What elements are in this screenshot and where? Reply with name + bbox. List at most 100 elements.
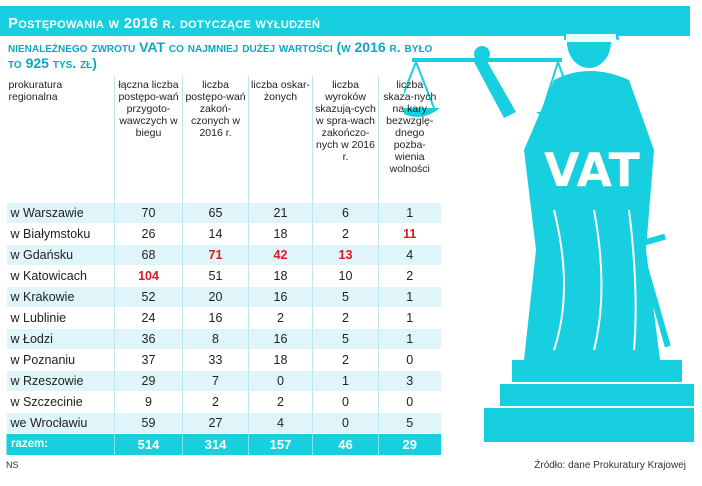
value-cell: 18 — [248, 222, 313, 244]
table-row: we Wrocławiu 59 27 4 0 5 — [6, 411, 441, 433]
value-cell: 36 — [114, 327, 183, 349]
total-value: 514 — [114, 432, 183, 455]
value-cell: 13 — [312, 243, 379, 265]
statue-hair — [564, 7, 619, 41]
statue-blindfold — [566, 34, 616, 42]
statue-body — [524, 71, 660, 360]
value-cell: 0 — [378, 390, 441, 412]
value-cell: 2 — [248, 306, 313, 328]
data-table: prokuratura regionalna łączna liczba pos… — [6, 76, 441, 455]
value-cell: 3 — [378, 369, 441, 391]
value-cell: 4 — [378, 243, 441, 265]
table-row: w Krakowie 52 20 16 5 1 — [6, 285, 441, 307]
value-cell: 26 — [114, 222, 183, 244]
value-cell: 0 — [312, 390, 379, 412]
table-row: w Warszawie 70 65 21 6 1 — [6, 201, 441, 223]
total-label: razem: — [6, 432, 115, 455]
value-cell: 2 — [378, 264, 441, 286]
page-title: Postępowania w 2016 r. dotyczące wyłudze… — [8, 15, 321, 32]
value-cell: 1 — [378, 306, 441, 328]
total-value: 314 — [182, 432, 249, 455]
value-cell: 2 — [312, 222, 379, 244]
total-value: 29 — [378, 432, 441, 455]
justice-statue-illustration: VAT — [404, 7, 694, 442]
region-cell: w Katowicach — [6, 264, 115, 286]
region-cell: we Wrocławiu — [6, 411, 115, 433]
region-cell: w Szczecinie — [6, 390, 115, 412]
value-cell: 11 — [378, 222, 441, 244]
value-cell: 6 — [312, 201, 379, 223]
value-cell: 68 — [114, 243, 183, 265]
value-cell: 29 — [114, 369, 183, 391]
table-row: w Białymstoku 26 14 18 2 11 — [6, 222, 441, 244]
value-cell: 33 — [182, 348, 249, 370]
value-cell: 16 — [182, 306, 249, 328]
value-cell: 27 — [182, 411, 249, 433]
value-cell: 1 — [378, 285, 441, 307]
statue-fold-2 — [593, 209, 603, 351]
value-cell: 16 — [248, 285, 313, 307]
value-cell: 0 — [378, 348, 441, 370]
statue-arm — [474, 56, 516, 118]
value-cell: 14 — [182, 222, 249, 244]
value-cell: 2 — [248, 390, 313, 412]
value-cell: 18 — [248, 348, 313, 370]
value-cell: 5 — [312, 327, 379, 349]
region-cell: w Poznaniu — [6, 348, 115, 370]
value-cell: 18 — [248, 264, 313, 286]
column-header: liczba wyroków skazują-cych w spra-wach … — [312, 76, 379, 202]
value-cell: 104 — [114, 264, 183, 286]
scale-beam — [412, 58, 562, 62]
region-cell: w Łodzi — [6, 327, 115, 349]
value-cell: 1 — [378, 327, 441, 349]
value-cell: 65 — [182, 201, 249, 223]
pedestal-top — [512, 360, 682, 382]
value-cell: 5 — [312, 285, 379, 307]
column-header: łączna liczba postępo-wań przygoto-wawcz… — [114, 76, 183, 202]
value-cell: 20 — [182, 285, 249, 307]
column-header: liczba skaza-nych na kary bezwzglę-dnego… — [378, 76, 441, 202]
table-row: w Łodzi 36 8 16 5 1 — [6, 327, 441, 349]
region-cell: w Rzeszowie — [6, 369, 115, 391]
total-row: razem: 514 314 157 46 29 — [6, 432, 441, 455]
value-cell: 1 — [312, 369, 379, 391]
column-header: liczba postępo-wań zakoń-czonych w 2016 … — [182, 76, 249, 202]
region-cell: w Białymstoku — [6, 222, 115, 244]
value-cell: 0 — [312, 411, 379, 433]
value-cell: 8 — [182, 327, 249, 349]
value-cell: 21 — [248, 201, 313, 223]
value-cell: 1 — [378, 201, 441, 223]
region-cell: w Krakowie — [6, 285, 115, 307]
region-cell: w Lublinie — [6, 306, 115, 328]
value-cell: 51 — [182, 264, 249, 286]
page-subtitle: nienależnego zwrotu VAT co najmniej duże… — [8, 39, 433, 71]
column-header: prokuratura regionalna — [8, 79, 63, 103]
table-row: w Katowicach 104 51 18 10 2 — [6, 264, 441, 286]
value-cell: 37 — [114, 348, 183, 370]
statue-fold-3 — [628, 209, 637, 351]
value-cell: 5 — [378, 411, 441, 433]
value-cell: 0 — [248, 369, 313, 391]
value-cell: 2 — [312, 306, 379, 328]
table-row: w Lublinie 24 16 2 2 1 — [6, 306, 441, 328]
table-row: w Szczecinie 9 2 2 0 0 — [6, 390, 441, 412]
table-row: w Poznaniu 37 33 18 2 0 — [6, 348, 441, 370]
value-cell: 7 — [182, 369, 249, 391]
footer-credit: NS — [6, 460, 19, 470]
total-value: 46 — [312, 432, 379, 455]
value-cell: 2 — [312, 348, 379, 370]
title-bar-tab — [676, 6, 690, 36]
table-row: w Rzeszowie 29 7 0 1 3 — [6, 369, 441, 391]
region-cell: w Warszawie — [6, 201, 115, 223]
value-cell: 59 — [114, 411, 183, 433]
pedestal-base — [484, 408, 694, 442]
footer-source: Źródło: dane Prokuratury Krajowej — [534, 460, 686, 471]
table-header-row: prokuratura regionalna łączna liczba pos… — [7, 76, 441, 202]
value-cell: 24 — [114, 306, 183, 328]
total-value: 157 — [248, 432, 313, 455]
statue-fold-1 — [553, 209, 565, 351]
value-cell: 10 — [312, 264, 379, 286]
value-cell: 4 — [248, 411, 313, 433]
value-cell: 42 — [248, 243, 313, 265]
value-cell: 9 — [114, 390, 183, 412]
